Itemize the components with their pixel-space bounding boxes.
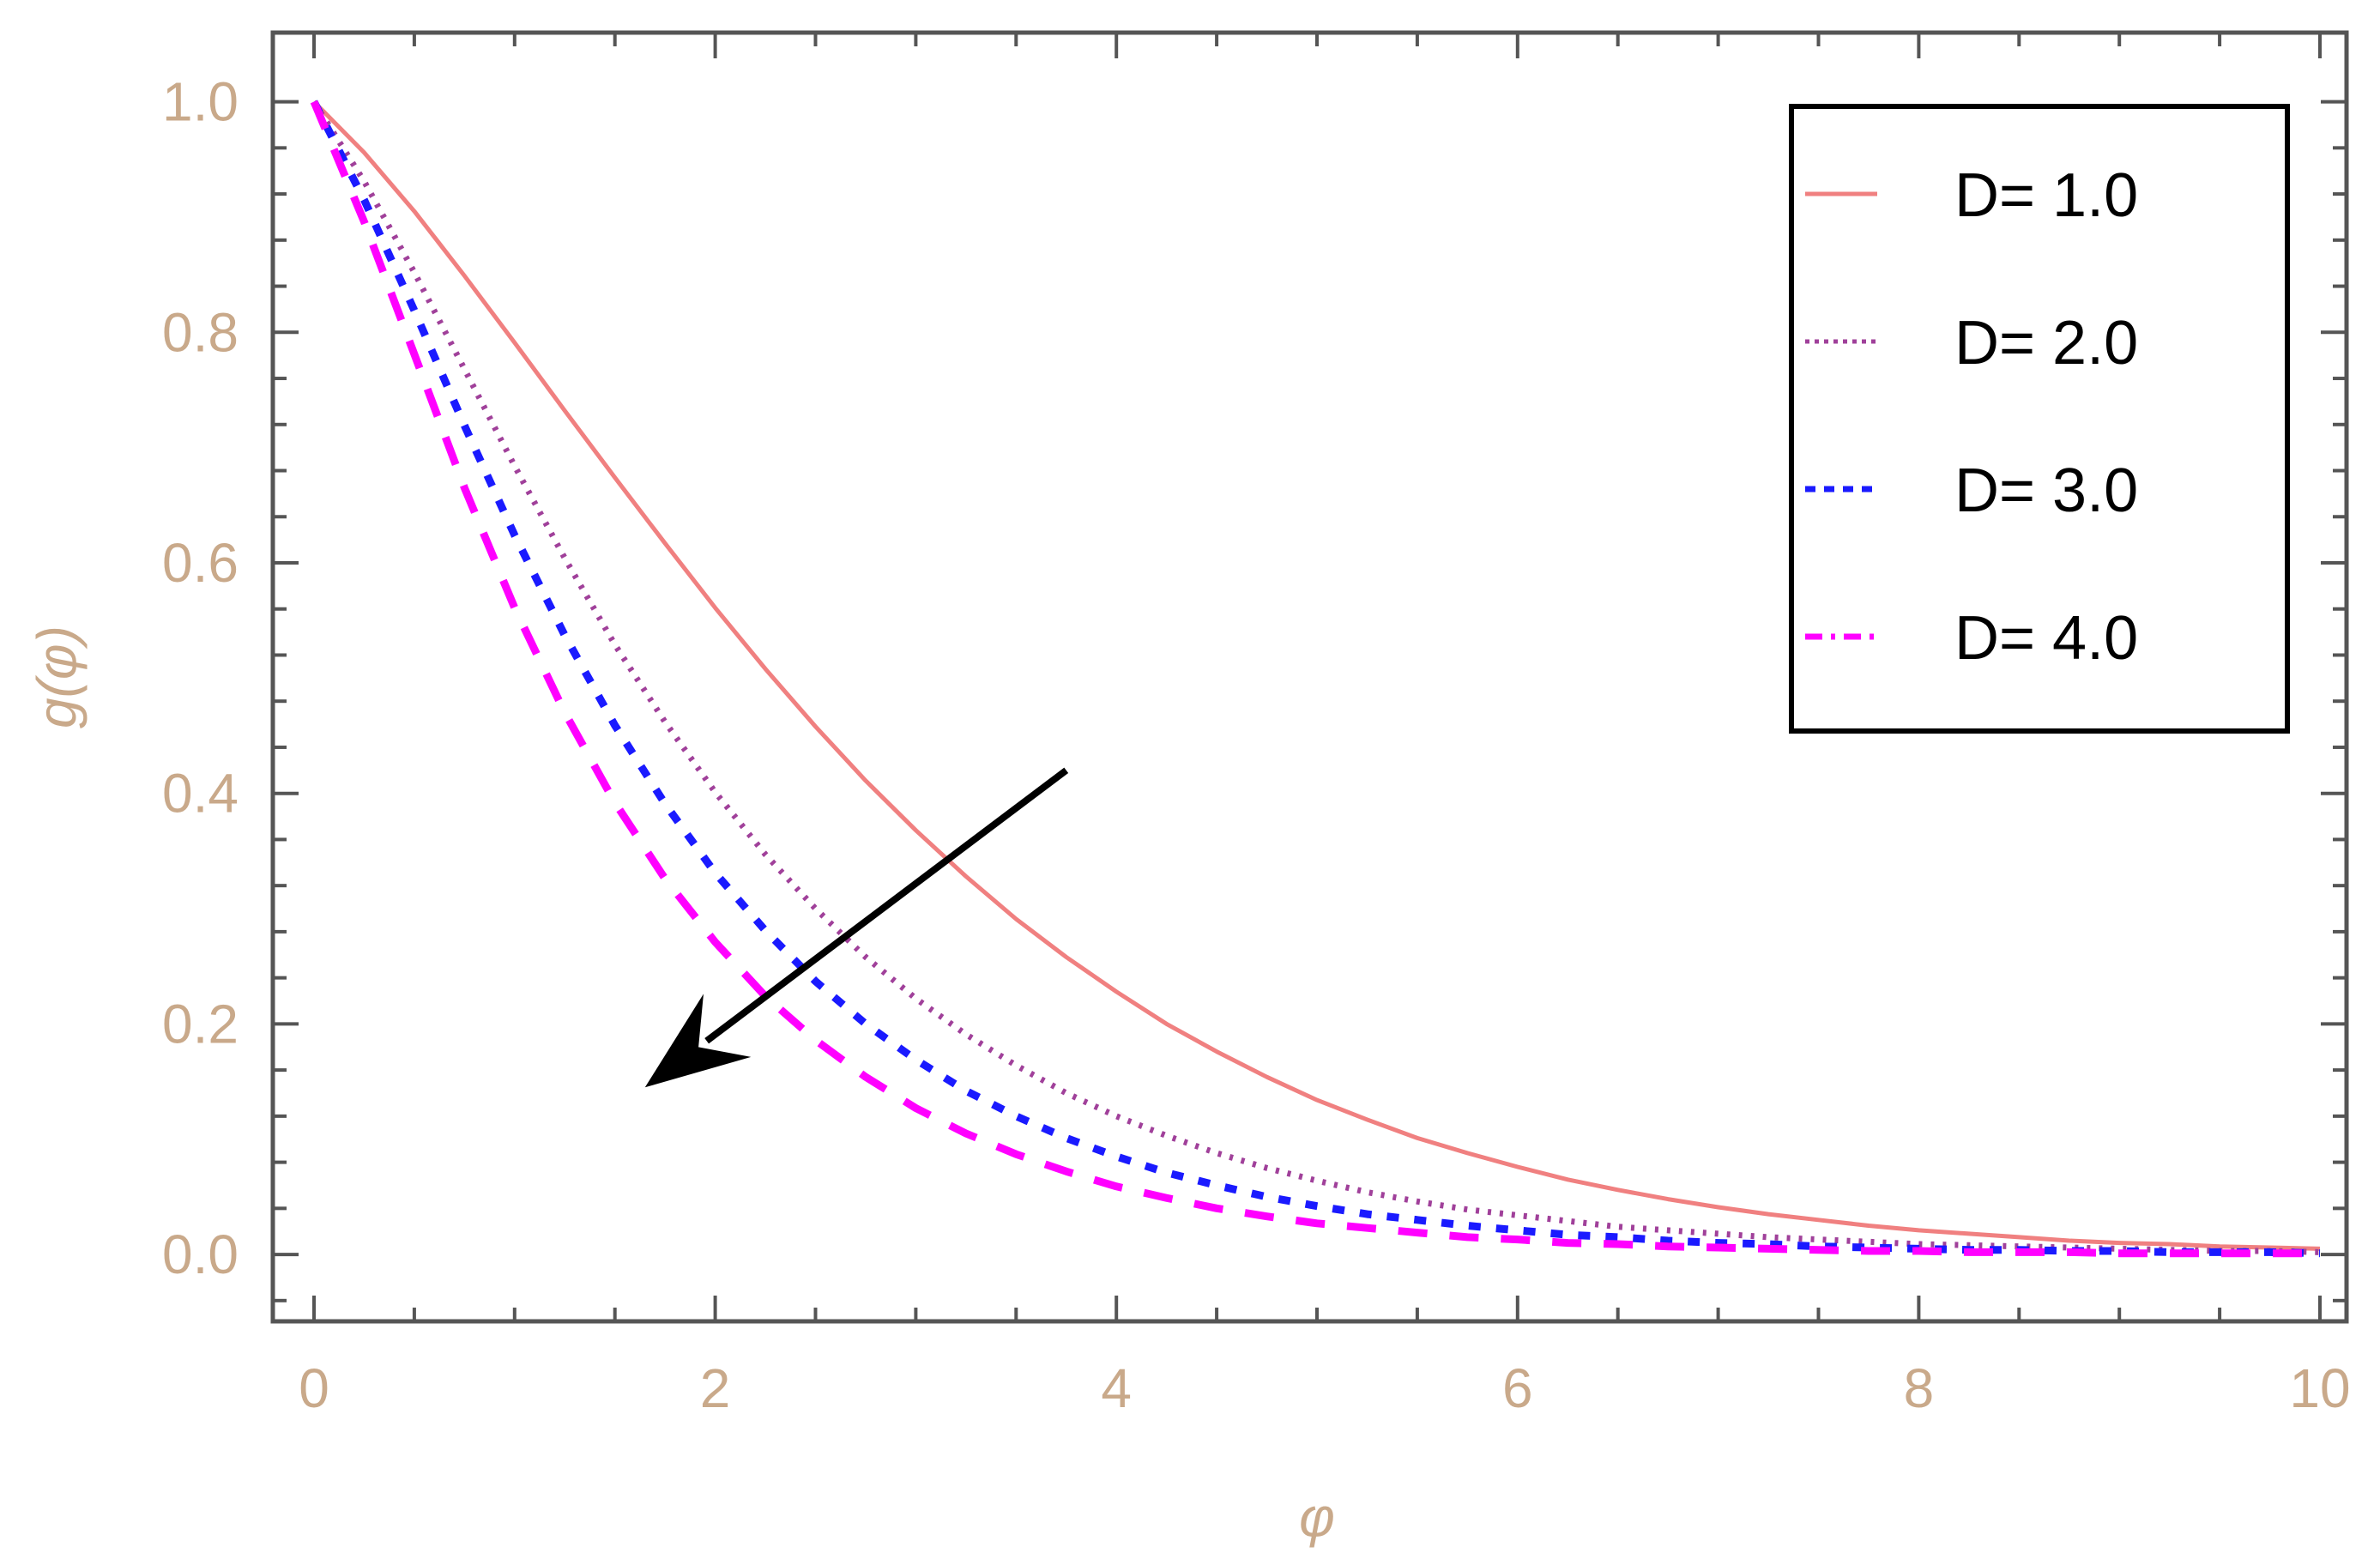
ticks-layer: 0 2 4 6 8 10 0.0 0.2 0.4 0.6 0.8 1.0 (162, 33, 2351, 1419)
legend: D= 1.0 D= 2.0 D= 3.0 D= 4.0 (1789, 104, 2290, 734)
series-line-3 (310, 100, 2321, 1258)
x-axis-label: φ (1299, 1486, 1335, 1548)
y-tick-label: 0.4 (162, 763, 239, 825)
x-tick-label: 0 (299, 1357, 329, 1419)
x-tick-label: 6 (1502, 1357, 1533, 1419)
legend-label-1: D= 1.0 (1954, 161, 2138, 230)
y-tick-label: 0.8 (162, 301, 239, 363)
x-tick-label: 10 (2289, 1357, 2350, 1419)
legend-label-4: D= 4.0 (1954, 604, 2138, 673)
annotation-arrow-head (644, 994, 752, 1088)
y-axis-label: g(φ) (26, 625, 88, 728)
annotation-layer (644, 767, 1069, 1088)
series-line-1 (312, 100, 2321, 1251)
plot-frame (270, 30, 2349, 1324)
x-tick-label: 4 (1101, 1357, 1132, 1419)
legend-label-2: D= 2.0 (1954, 309, 2138, 378)
series-layer (310, 100, 2321, 1258)
legend-label-3: D= 3.0 (1954, 456, 2138, 525)
legend-box (1789, 104, 2290, 734)
x-tick-label: 2 (700, 1357, 731, 1419)
y-tick-label: 1.0 (162, 71, 239, 133)
y-tick-label: 0.2 (162, 993, 239, 1054)
y-tick-label: 0.6 (162, 532, 239, 594)
x-tick-label: 8 (1904, 1357, 1935, 1419)
annotation-arrow-shaft (704, 767, 1069, 1044)
series-line-4 (310, 100, 2320, 1258)
y-tick-label: 0.0 (162, 1224, 239, 1285)
